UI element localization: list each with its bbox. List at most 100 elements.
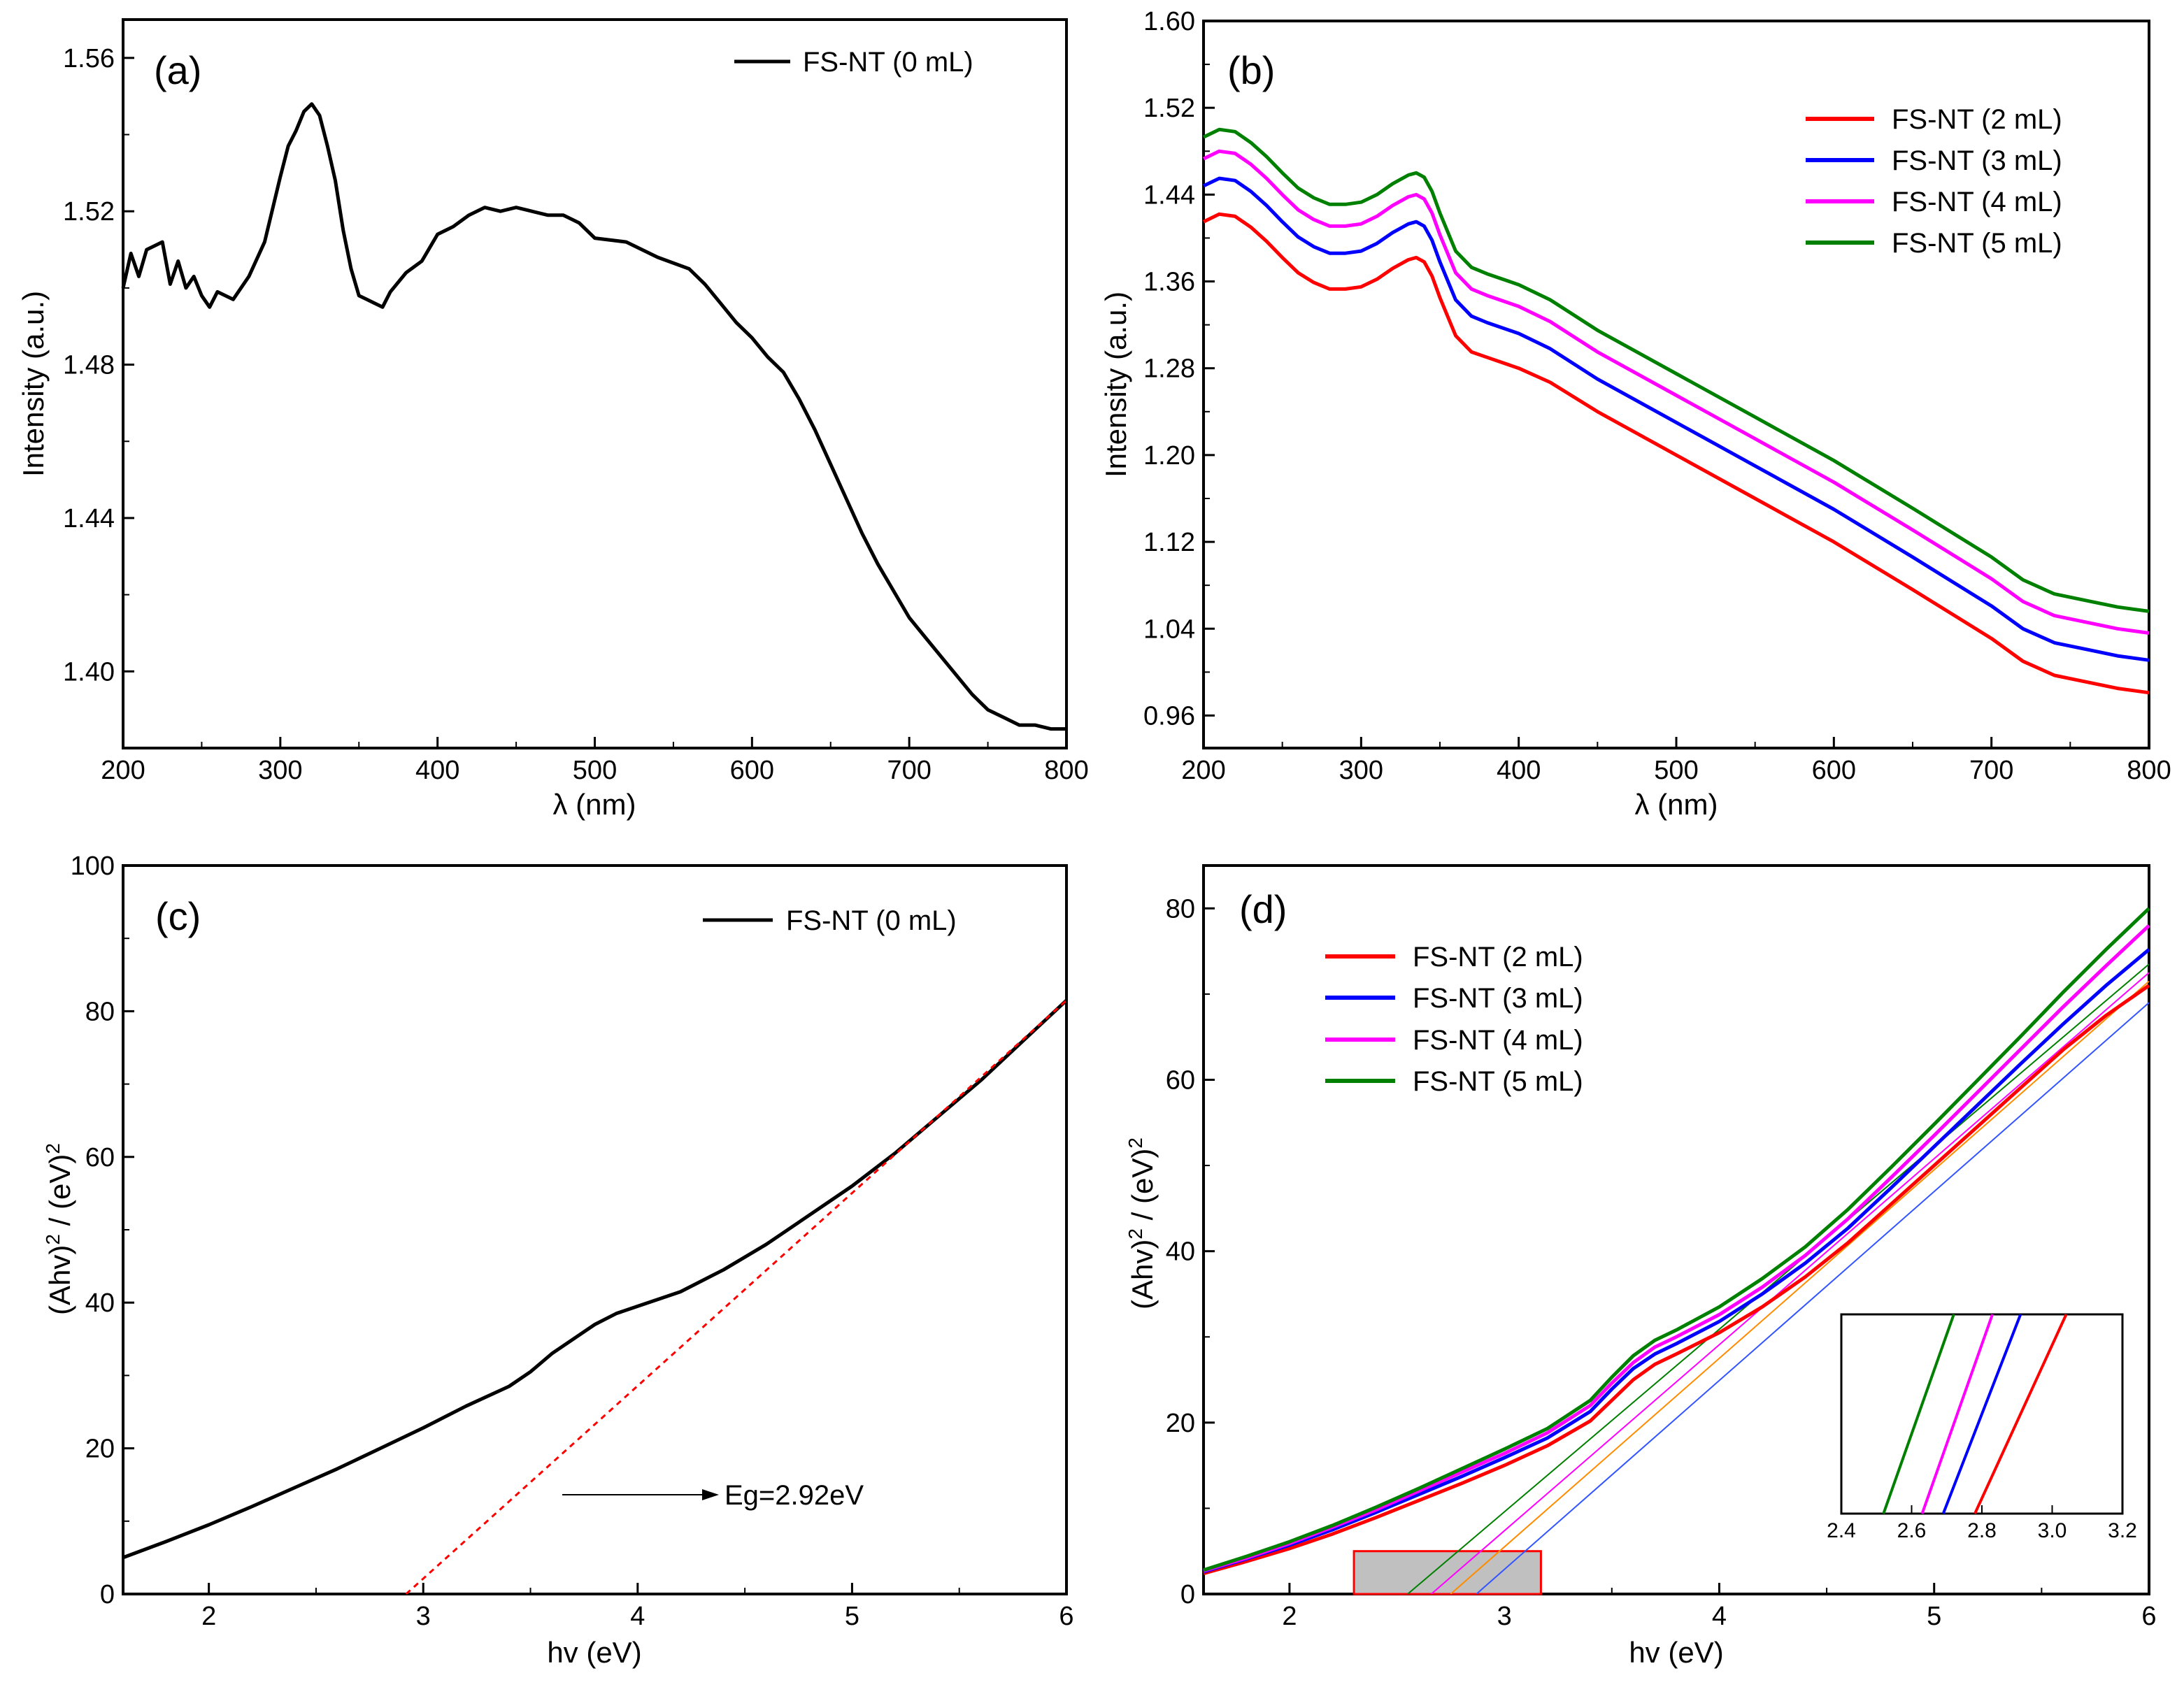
tangent-fit-line	[1450, 980, 2150, 1595]
axis-ticks: 200 300 400 500 600 700 800 0.96 1.04 1.12 1.20 1.2…	[1143, 7, 2171, 785]
panel-a: 200 300 400 500 600 700 800 1.40 1.44 1.48 1.52 1.5…	[17, 18, 1089, 821]
inset-fit-line	[1882, 1314, 1955, 1514]
curves	[1203, 907, 2150, 1595]
x-tick-label: 5	[845, 1602, 859, 1631]
axis-ticks: 200 300 400 500 600 700 800 1.40 1.44 1.48 1.52 1.5…	[63, 44, 1089, 785]
bandgap-annotation: Eg=2.92eV	[562, 1480, 864, 1511]
y-tick-label: 0.96	[1143, 701, 1195, 731]
x-tick-label: 5	[1927, 1602, 1941, 1631]
series-line-2-mL	[1202, 212, 2150, 695]
bandgap-label: Eg=2.92eV	[725, 1480, 864, 1511]
legend-label-0-mL: FS-NT (0 mL)	[803, 47, 973, 78]
inset-x-tick-label: 2.6	[1897, 1519, 1927, 1542]
legend-label-2-mL: FS-NT (2 mL)	[1413, 942, 1583, 972]
x-tick-label: 6	[2141, 1602, 2156, 1631]
inset: 2.4 2.6 2.8 3.0 3.2	[1827, 1313, 2137, 1542]
y-axis-title: (Ahv)2 / (eV)2	[42, 1143, 77, 1315]
legend: FS-NT (2 mL) FS-NT (3 mL) FS-NT (4 mL) F…	[1806, 104, 2062, 259]
curves	[122, 998, 1068, 1595]
y-tick-label: 100	[71, 852, 115, 881]
y-tick-label: 1.04	[1143, 615, 1195, 644]
y-tick-label: 40	[85, 1288, 115, 1318]
tangent-fit-line	[1476, 1002, 2150, 1595]
x-tick-label: 4	[630, 1602, 645, 1631]
series-line-3-mL	[1202, 176, 2150, 662]
x-tick-label: 300	[1339, 756, 1383, 785]
x-tick-label: 600	[1812, 756, 1856, 785]
tangent-fit-line	[1431, 972, 2150, 1595]
x-tick-label: 400	[415, 756, 459, 785]
x-axis-title: λ (nm)	[553, 788, 636, 821]
x-tick-label: 500	[573, 756, 617, 785]
inset-x-tick-label: 2.4	[1827, 1519, 1856, 1542]
legend: FS-NT (2 mL) FS-NT (3 mL) FS-NT (4 mL) F…	[1325, 942, 1583, 1097]
y-axis-title: Intensity (a.u.)	[17, 291, 50, 477]
x-tick-label: 200	[101, 756, 145, 785]
legend-label-3-mL: FS-NT (3 mL)	[1892, 145, 2062, 176]
x-axis-title: hv (eV)	[1629, 1636, 1723, 1669]
legend-label-5-mL: FS-NT (5 mL)	[1892, 228, 2062, 259]
y-tick-label: 60	[1166, 1065, 1195, 1095]
curves	[121, 102, 1066, 731]
y-axis-title: Intensity (a.u.)	[1099, 292, 1132, 478]
panel-label: (c)	[155, 894, 201, 938]
series-line-4-mL	[1202, 149, 2150, 635]
y-tick-label: 1.28	[1143, 354, 1195, 384]
inset-x-tick-label: 3.0	[2038, 1519, 2067, 1542]
y-tick-label: 1.52	[63, 197, 115, 227]
legend-label-0-mL: FS-NT (0 mL)	[786, 905, 957, 936]
y-tick-label: 1.44	[1143, 180, 1195, 210]
legend-label-4-mL: FS-NT (4 mL)	[1892, 187, 2062, 217]
x-axis-title: hv (eV)	[547, 1636, 641, 1669]
panel-label: (b)	[1227, 48, 1275, 92]
linear-fit-line	[405, 999, 1068, 1595]
x-tick-label: 300	[258, 756, 302, 785]
y-tick-label: 0	[100, 1580, 115, 1609]
x-axis-title: λ (nm)	[1635, 788, 1718, 821]
x-tick-label: 700	[887, 756, 931, 785]
inset-content: 2.4 2.6 2.8 3.0 3.2	[1827, 1314, 2137, 1542]
y-tick-label: 20	[1166, 1409, 1195, 1438]
legend-label-5-mL: FS-NT (5 mL)	[1413, 1066, 1583, 1097]
series-line-0-mL	[122, 998, 1068, 1560]
y-tick-label: 1.60	[1143, 7, 1195, 36]
series-line-0-mL	[121, 102, 1066, 731]
x-tick-label: 4	[1712, 1602, 1727, 1631]
inset-fit-line	[1920, 1314, 1994, 1514]
y-tick-label: 80	[1166, 894, 1195, 924]
plot-frame	[1202, 864, 2150, 1595]
y-axis-title: (Ahv)2 / (eV)2	[1125, 1137, 1159, 1309]
legend-label-3-mL: FS-NT (3 mL)	[1413, 983, 1583, 1014]
series-line-5-mL	[1203, 907, 2150, 1572]
x-tick-label: 6	[1059, 1602, 1073, 1631]
zoom-region-box	[1352, 1550, 1542, 1595]
x-tick-label: 3	[1497, 1602, 1512, 1631]
inset-fit-line	[1941, 1314, 2022, 1514]
x-tick-label: 800	[2127, 756, 2171, 785]
y-tick-label: 60	[85, 1143, 115, 1172]
x-tick-label: 3	[416, 1602, 431, 1631]
y-tick-label: 1.36	[1143, 268, 1195, 297]
inset-fit-line	[1974, 1314, 2068, 1514]
y-tick-label: 40	[1166, 1237, 1195, 1267]
x-tick-label: 2	[1282, 1602, 1297, 1631]
series-line-3-mL	[1203, 948, 2150, 1574]
curves	[1202, 127, 2150, 695]
x-tick-label: 400	[1497, 756, 1541, 785]
y-tick-label: 80	[85, 997, 115, 1026]
inset-x-tick-label: 2.8	[1967, 1519, 1997, 1542]
arrow-head-icon	[702, 1489, 719, 1500]
plot-frame	[122, 864, 1068, 1595]
legend-label-4-mL: FS-NT (4 mL)	[1413, 1025, 1583, 1056]
x-tick-label: 800	[1044, 756, 1088, 785]
y-tick-label: 20	[85, 1435, 115, 1464]
y-tick-label: 1.12	[1143, 528, 1195, 557]
panel-label: (a)	[154, 48, 201, 92]
y-tick-label: 1.48	[63, 351, 115, 380]
panel-label: (d)	[1239, 887, 1287, 931]
